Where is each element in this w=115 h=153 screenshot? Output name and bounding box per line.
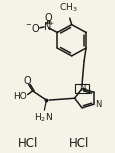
Text: H$_2$N: H$_2$N [34,111,52,124]
Text: N: N [43,22,51,32]
Text: HCl: HCl [69,137,89,150]
Text: +: + [48,21,53,26]
Text: HCl: HCl [17,137,38,150]
Text: HO: HO [13,92,27,101]
Text: $^{-}$O: $^{-}$O [25,22,40,34]
Text: π: π [82,87,86,91]
Text: N: N [95,100,101,109]
Text: O: O [24,76,31,86]
Text: O: O [44,13,52,23]
Text: N: N [78,84,84,93]
Text: CH$_3$: CH$_3$ [59,2,77,15]
